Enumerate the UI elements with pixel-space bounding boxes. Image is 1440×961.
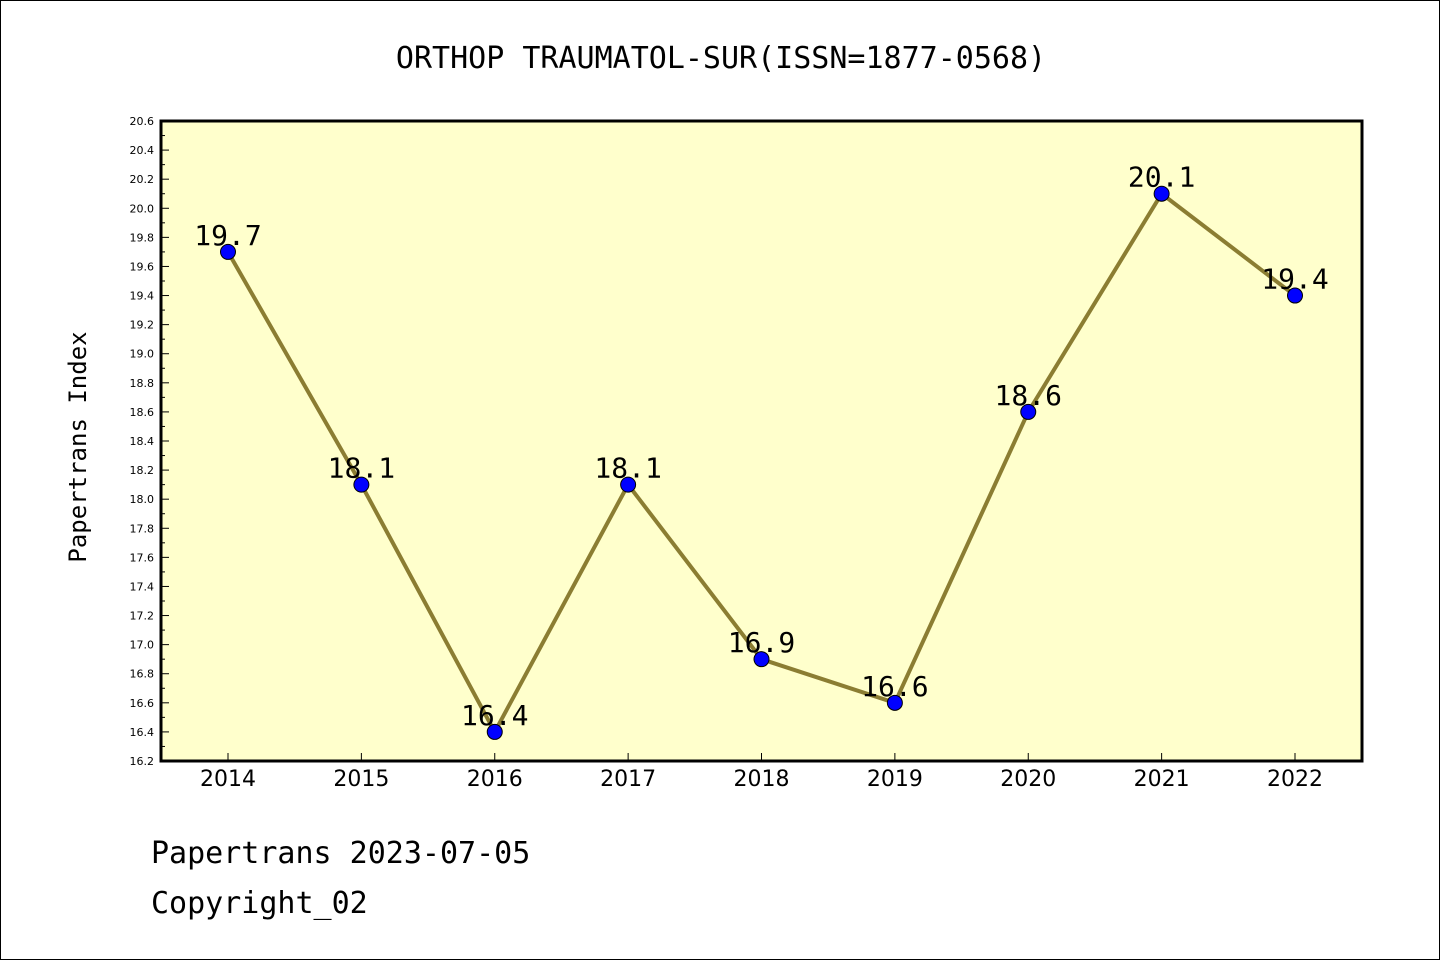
data-point (753, 651, 770, 668)
data-label: 18.6 (995, 379, 1062, 412)
data-point (620, 476, 637, 493)
y-tick-label: 18.4 (130, 435, 155, 448)
x-tick-label: 2015 (333, 767, 389, 792)
y-tick-label: 19.2 (130, 319, 155, 332)
x-tick-label: 2016 (467, 767, 523, 792)
y-tick-label: 17.2 (130, 610, 155, 623)
y-tick-label: 18.8 (130, 377, 155, 390)
data-label: 18.1 (594, 452, 661, 485)
data-label: 20.1 (1128, 161, 1195, 194)
y-tick-label: 16.8 (130, 668, 155, 681)
data-points (220, 185, 1303, 740)
x-tick-label: 2021 (1134, 767, 1190, 792)
footer-copyright: Copyright_02 (151, 886, 368, 921)
x-tick-label: 2019 (867, 767, 923, 792)
x-tick-label: 2020 (1000, 767, 1056, 792)
y-tick-label: 17.0 (130, 639, 155, 652)
chart-title: ORTHOP TRAUMATOL-SUR(ISSN=1877-0568) (396, 41, 1046, 76)
data-point (353, 476, 370, 493)
y-tick-label: 19.6 (130, 260, 155, 273)
y-tick-label: 19.4 (130, 290, 155, 303)
footer-date: Papertrans 2023-07-05 (151, 836, 531, 871)
y-tick-label: 20.0 (130, 202, 155, 215)
x-tick-label: 2014 (200, 767, 256, 792)
data-point (886, 694, 903, 711)
x-tick-label: 2017 (600, 767, 656, 792)
data-point (1287, 287, 1303, 304)
data-point (220, 243, 236, 260)
y-tick-label: 18.6 (130, 406, 155, 419)
data-label: 16.4 (461, 699, 528, 732)
y-tick-label: 20.2 (130, 173, 155, 186)
x-tick-label: 2018 (734, 767, 790, 792)
y-tick-label: 18.0 (130, 493, 155, 506)
x-axis-ticks: 2014 2015 2016 2017 2018 2019 2020 2021 2022 (200, 753, 1323, 792)
y-tick-label: 16.4 (130, 726, 155, 739)
x-tick-label: 2022 (1267, 767, 1323, 792)
data-label: 19.7 (194, 219, 261, 252)
y-tick-label: 20.4 (130, 144, 155, 157)
y-tick-label: 16.2 (130, 755, 155, 768)
data-label: 16.9 (728, 626, 795, 659)
y-tick-label: 19.8 (130, 231, 155, 244)
data-point (1153, 185, 1170, 202)
y-tick-label: 17.8 (130, 522, 155, 535)
data-label: 16.6 (861, 670, 928, 703)
y-tick-label: 16.6 (130, 697, 155, 710)
data-labels: 19.7 18.1 16.4 18.1 16.9 16.6 18.6 20.1 19.4 (194, 161, 1328, 732)
y-tick-label: 19.0 (130, 348, 155, 361)
data-point (486, 723, 503, 740)
data-point (1020, 403, 1037, 420)
y-tick-label: 20.6 (130, 115, 155, 128)
y-tick-label: 18.2 (130, 464, 155, 477)
y-tick-label: 17.6 (130, 551, 155, 564)
y-axis-label: Papertrans Index (64, 331, 92, 562)
data-label: 19.4 (1261, 263, 1328, 296)
y-tick-label: 17.4 (130, 580, 155, 593)
data-label: 18.1 (328, 452, 395, 485)
y-axis-ticks: 16.2 16.4 16.6 16.8 17.0 17.2 17.4 17.6 17.8 18.0… (130, 115, 169, 768)
